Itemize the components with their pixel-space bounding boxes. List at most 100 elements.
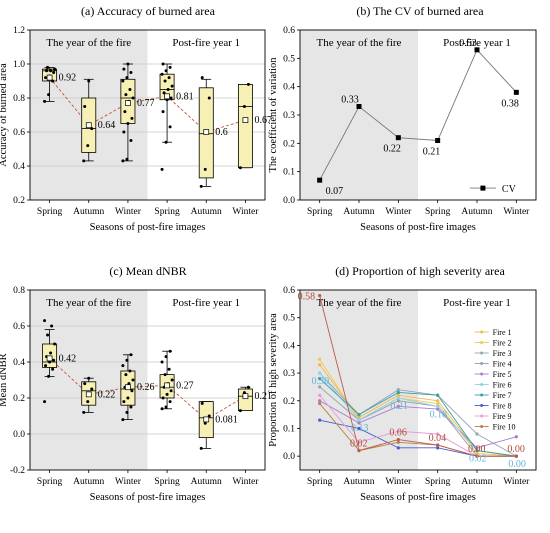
data-point [46,333,50,337]
data-point [82,410,86,414]
x-tick-label: Winter [503,477,530,487]
y-tick-label: 0.6 [283,26,295,36]
data-point [82,159,86,163]
y-tick-label: 0.5 [283,314,295,324]
data-point [122,67,126,71]
data-point [121,79,125,83]
mean-marker [203,416,210,423]
data-point [125,410,129,414]
data-point [46,65,50,69]
series-point [357,413,361,417]
highlight-label: 0.04 [429,433,447,444]
data-point [238,409,242,413]
cv-point [356,104,362,109]
y-tick-label: 0.2 [283,139,295,149]
mean-marker [203,129,210,135]
box-3: 0.77 [120,62,155,163]
series-point [318,385,322,389]
data-point [53,342,57,346]
y-axis-title: Proportion of high severity area [268,313,279,447]
data-point [50,324,54,328]
box-body [237,388,253,412]
data-point [160,360,164,364]
series-point [357,418,361,422]
series-point [436,446,440,450]
series-point [396,399,400,403]
mean-marker [242,393,249,400]
mean-marker [242,117,249,123]
series-point [396,437,400,442]
chart-title: (d) Proportion of high severity area [335,264,505,278]
y-tick-label: 0.2 [13,394,25,404]
period-label: Post-fire year 1 [172,297,240,309]
x-tick-label: Autumn [73,477,104,487]
series-line [319,378,517,457]
x-tick-label: Spring [425,207,451,217]
data-point [126,396,130,400]
series-point [475,451,479,455]
mean-label: 0.02 [469,454,487,465]
panel-a: (a) Accuracy of burned area The year of t… [0,4,272,233]
data-point [125,157,129,161]
data-point [200,401,204,405]
data-point [161,396,165,400]
box-2: 0.64 [81,78,116,163]
series-point [436,393,440,397]
legend-label: CV [502,184,517,195]
data-point [170,84,174,88]
panel-d: (d) Proportion of high severity area The … [268,264,537,503]
period-label: The year of the fire [317,297,402,309]
data-point [127,382,131,386]
legend-marker [480,330,484,334]
x-tick-label: Winter [232,477,259,487]
data-point [52,71,56,74]
mean-label: 0.67 [254,115,272,126]
series-line [319,358,517,457]
y-tick-label: 0.4 [13,162,25,172]
legend-marker [480,351,484,355]
mean-label: 0.64 [98,120,116,131]
box-6: 0.21 [237,385,272,413]
x-tick-label: Winter [232,207,259,217]
y-tick-label: 0.5 [283,54,295,64]
y-tick-label: 0.2 [13,196,25,206]
data-point [121,418,125,422]
legend-marker [480,372,484,376]
x-axis-title: Seasons of post-fire images [90,222,206,233]
y-axis-title: Accuracy of burned area [0,63,9,167]
series-point [318,393,322,397]
data-point [168,65,172,69]
legend-label: Fire 1 [493,328,512,337]
mean-label: 0.081 [215,414,238,425]
period-label: The year of the fire [46,297,131,309]
series-point [436,407,440,411]
mean-label: 0.30 [312,376,330,387]
series-11 [318,293,518,458]
y-tick-label: 0.4 [283,83,295,93]
data-point [126,62,130,66]
data-point [83,105,87,108]
series-line [319,400,517,449]
mean-label: 0.92 [59,73,76,84]
period-label: Post-fire year 1 [172,37,240,49]
legend-marker [480,185,486,191]
box-2: 0.22 [81,376,115,414]
x-tick-label: Spring [154,207,180,217]
data-point [122,400,126,404]
mean-label: 0.77 [137,98,155,109]
mean-marker [125,384,131,391]
series-point [357,449,361,453]
data-point [87,79,91,83]
data-point [124,373,128,377]
box-4: 0.81 [159,62,194,171]
data-point [200,76,204,80]
legend-marker [480,414,484,418]
data-point [48,360,52,364]
data-point [83,382,87,386]
period-label: The year of the fire [46,37,131,49]
legend-marker [480,383,484,386]
data-point [164,355,168,359]
y-tick-label: 0.6 [283,286,295,296]
data-point [242,105,246,108]
data-point [203,421,207,425]
